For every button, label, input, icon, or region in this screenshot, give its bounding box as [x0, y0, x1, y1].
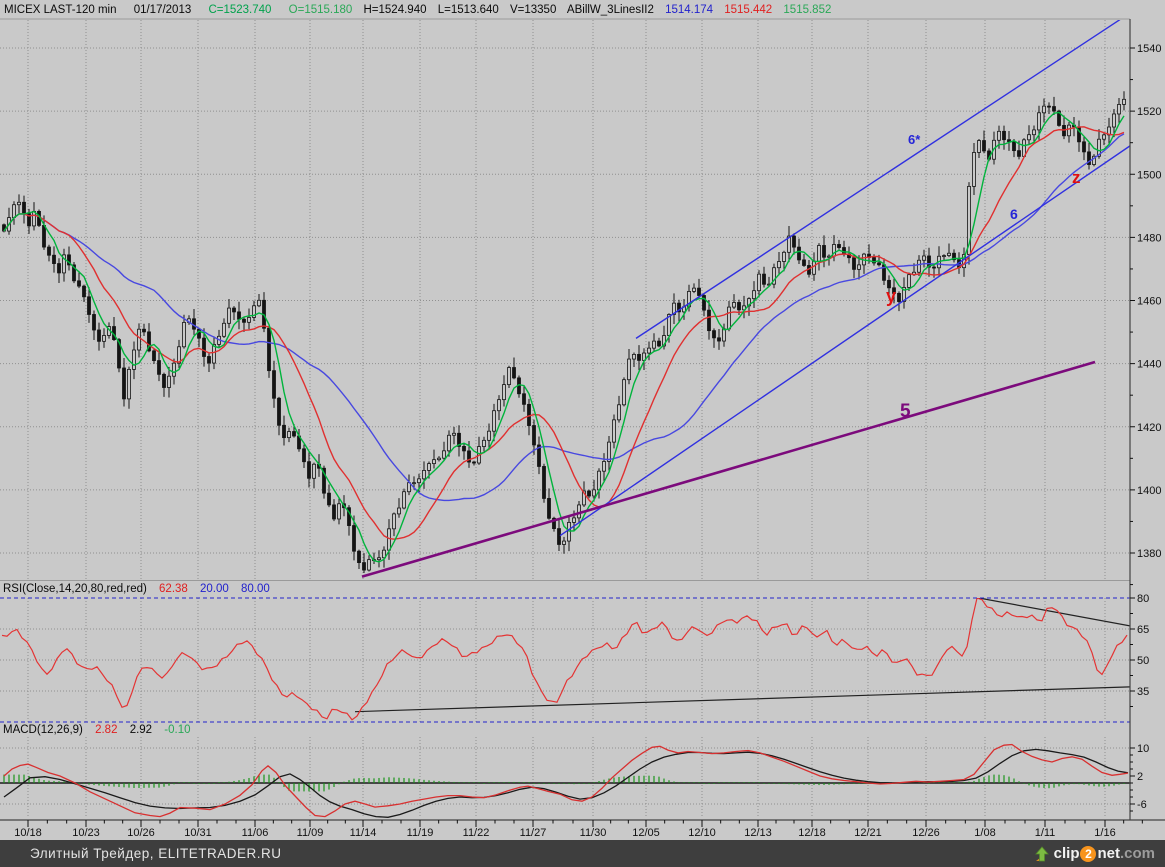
- ma-fast-green: [3, 111, 1125, 563]
- macd-value: 2.82: [95, 724, 118, 736]
- date-tick-label: 11/19: [407, 827, 434, 839]
- svg-text:1460: 1460: [1137, 296, 1161, 308]
- open-value: O=1515.180: [288, 4, 353, 16]
- close-value: C=1523.740: [208, 4, 272, 16]
- rsi-low-level: 20.00: [200, 583, 229, 595]
- trend-5: [361, 360, 1096, 578]
- date-tick-label: 12/13: [744, 827, 772, 839]
- watermark-bar: Элитный Трейдер, ELITETRADER.RU clip 2 n…: [0, 840, 1165, 867]
- rsi-high-level: 80.00: [241, 583, 270, 595]
- annotation-y: y: [886, 286, 896, 306]
- axes: 1540152015001480146014401420140013808065…: [0, 18, 1165, 821]
- date-axis: 10/18 10/23 10/26 10/31 11/06 11/09 11/14 11/19…: [14, 820, 1143, 839]
- annotation-6*: 6*: [908, 132, 921, 147]
- logo-clip-text: clip: [1053, 845, 1080, 862]
- high-value: H=1524.940: [363, 4, 427, 16]
- rsi-current-value: 62.38: [159, 583, 188, 595]
- clip2net-logo[interactable]: clip 2 net .com: [1034, 845, 1155, 862]
- svg-text:1480: 1480: [1137, 232, 1161, 244]
- rsi-indicator-name: RSI(Close,14,20,80,red,red): [3, 583, 147, 595]
- rsi-pane-label: RSI(Close,14,20,80,red,red) 62.38 20.00 …: [3, 581, 279, 597]
- indicator-name: ABillW_3LinesII2: [566, 4, 654, 16]
- svg-text:-6: -6: [1137, 799, 1147, 811]
- date-tick-label: 1/11: [1035, 827, 1056, 839]
- candlestick-series: [2, 91, 1126, 574]
- volume-value: V=13350: [509, 4, 557, 16]
- annotation-z: z: [1072, 168, 1081, 187]
- wave-annotations: 6* 6 z y 5: [886, 132, 1081, 422]
- macd-signal-value: 2.92: [129, 724, 153, 736]
- svg-text:1500: 1500: [1137, 169, 1161, 181]
- svg-text:1440: 1440: [1137, 359, 1161, 371]
- annotation-5: 5: [900, 401, 911, 422]
- ma-mid-red: [3, 126, 1125, 540]
- date-tick-label: 1/08: [974, 827, 995, 839]
- date-tick-label: 12/10: [688, 827, 716, 839]
- channel-upper: [635, 20, 1121, 339]
- ma-slow-blue: [3, 133, 1125, 502]
- svg-text:10: 10: [1137, 743, 1149, 755]
- date-tick-label: 10/23: [72, 827, 100, 839]
- svg-text:1380: 1380: [1137, 548, 1161, 560]
- date-tick-label: 11/09: [297, 827, 324, 839]
- svg-text:80: 80: [1137, 593, 1149, 605]
- svg-text:50: 50: [1137, 655, 1149, 667]
- macd-indicator-name: MACD(12,26,9): [3, 724, 83, 736]
- logo-net-text: net: [1097, 845, 1120, 862]
- svg-text:1400: 1400: [1137, 485, 1161, 497]
- rsi-support: [354, 686, 1130, 713]
- rsi-pane: [0, 598, 1130, 722]
- logo-two-badge: 2: [1080, 845, 1097, 862]
- date-tick-label: 12/21: [854, 827, 882, 839]
- low-value: L=1513.640: [437, 4, 499, 16]
- macd-histogram: [3, 774, 1125, 792]
- svg-text:2: 2: [1137, 771, 1143, 783]
- date-tick-label: 11/06: [242, 827, 269, 839]
- date-tick-label: 10/31: [184, 827, 212, 839]
- main-price-pane: [0, 20, 1130, 580]
- indicator-value-red: 1515.442: [724, 4, 773, 16]
- rsi-resistance: [978, 598, 1130, 627]
- upload-arrow-icon: [1034, 845, 1049, 861]
- svg-text:1520: 1520: [1137, 106, 1161, 118]
- date-label: 01/17/2013: [133, 4, 192, 16]
- date-tick-label: 10/26: [127, 827, 155, 839]
- date-tick-label: 1/16: [1094, 827, 1115, 839]
- date-tick-label: 11/22: [463, 827, 490, 839]
- logo-com-text: .com: [1119, 845, 1155, 862]
- date-tick-label: 12/18: [798, 827, 826, 839]
- macd-line: [3, 743, 1129, 818]
- date-tick-label: 10/18: [14, 827, 42, 839]
- channel-lower: [559, 145, 1130, 537]
- macd-hist-value: -0.10: [164, 724, 191, 736]
- annotation-6: 6: [1010, 206, 1018, 222]
- svg-text:1540: 1540: [1137, 43, 1161, 55]
- indicator-value-green: 1515.852: [783, 4, 832, 16]
- svg-text:65: 65: [1137, 624, 1149, 636]
- date-tick-label: 12/05: [632, 827, 660, 839]
- date-tick-label: 11/30: [580, 827, 607, 839]
- watermark-text: Элитный Трейдер, ELITETRADER.RU: [30, 846, 282, 861]
- macd-pane-label: MACD(12,26,9) 2.82 2.92 -0.10: [3, 722, 200, 738]
- date-tick-label: 11/27: [520, 827, 547, 839]
- date-tick-label: 12/26: [912, 827, 940, 839]
- symbol-label: MICEX LAST-120 min: [4, 4, 117, 16]
- macd-signal-line: [3, 748, 1129, 818]
- svg-text:1420: 1420: [1137, 422, 1161, 434]
- svg-text:35: 35: [1137, 686, 1149, 698]
- chart-header: MICEX LAST-120 min 01/17/2013 C=1523.740…: [4, 2, 839, 18]
- macd-pane: [0, 737, 1130, 818]
- indicator-value-blue: 1514.174: [665, 4, 714, 16]
- rsi-line: [1, 598, 1128, 721]
- date-tick-label: 11/14: [350, 827, 377, 839]
